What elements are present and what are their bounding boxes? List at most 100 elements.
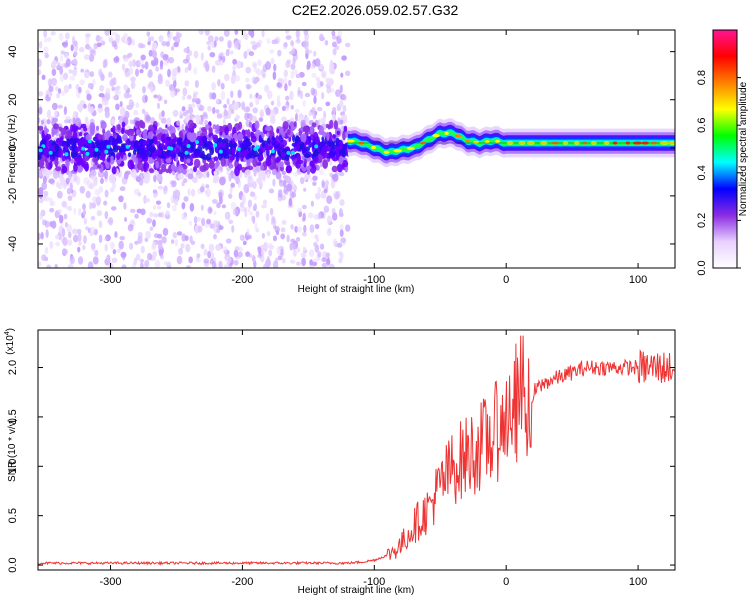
spectrogram-noise-cell [46, 264, 52, 268]
spectrogram-noise-cell [82, 160, 86, 168]
spectrogram-noise-cell [67, 195, 73, 202]
spectrogram-noise-cell [338, 251, 343, 256]
spectrogram-noise-cell [129, 144, 134, 151]
spectrogram-signal-peak [494, 139, 501, 143]
spectrogram-noise-cell [345, 224, 351, 232]
spectrogram-noise-cell [286, 234, 290, 243]
spectrogram-noise-cell [165, 79, 171, 87]
spectrogram-noise-cell [64, 52, 69, 59]
spectrogram-noise-cell [119, 235, 125, 241]
spectrogram-noise-cell [130, 208, 136, 213]
spectrogram-noise-cell [248, 121, 252, 128]
spectrogram-noise-cell [339, 99, 344, 108]
spectrogram-noise-cell [123, 202, 127, 210]
spectrogram-noise-cell [169, 31, 173, 39]
spectrogram-noise-cell [67, 263, 74, 268]
spectrogram-noise-peak [48, 150, 53, 155]
spectrogram-noise-cell [255, 210, 260, 218]
spectrogram-noise-cell [84, 163, 89, 172]
spectrogram-noise-cell [296, 261, 301, 266]
spectrogram-noise-cell [335, 145, 340, 155]
spectrogram-noise-cell [153, 174, 157, 183]
spectrogram-noise-cell [115, 103, 120, 111]
spectrogram-noise-cell [268, 188, 275, 194]
spectrogram-noise-cell [331, 30, 336, 37]
spectrogram-noise-cell [225, 256, 232, 264]
spectrogram-noise-cell [227, 109, 232, 119]
spectrogram-x-ticks: -300 -200 -100 0 100 [100, 30, 647, 286]
spectrogram-noise-cell [323, 152, 330, 159]
spectrogram-noise-cell [135, 102, 140, 108]
spectrogram-noise-peak [186, 144, 191, 148]
spectrogram-noise-cell [261, 232, 265, 239]
spectrogram-noise-cell [289, 90, 294, 101]
spectrogram-noise-cell [58, 88, 62, 94]
spectrogram-noise-cell [303, 30, 309, 36]
spectrogram-noise-cell [281, 219, 287, 225]
chart-title: C2E2.2026.059.02.57.G32 [291, 2, 459, 18]
spectrogram-noise-cell [90, 169, 97, 177]
spectrogram-noise-cell [283, 42, 288, 48]
spectrogram-noise-cell [160, 153, 166, 159]
spectrogram-noise-cell [219, 51, 225, 57]
spectrogram-noise-cell [137, 162, 144, 171]
spectrogram-signal-peak [454, 134, 462, 138]
spectrogram-noise-cell [145, 170, 151, 181]
spectrogram-noise-cell [323, 205, 330, 213]
spectrogram-noise-cell [293, 171, 299, 177]
snr-y-scale-label: (x104) [4, 328, 16, 355]
spectrogram-noise-cell [319, 81, 324, 87]
spectrogram-noise-cell [97, 134, 104, 140]
spectrogram-noise-cell [272, 71, 277, 80]
spectrogram-noise-cell [296, 154, 301, 163]
spectrogram-noise-cell [245, 77, 250, 83]
spectrogram-noise-cell [43, 30, 48, 38]
spectrogram-noise-cell [95, 125, 100, 131]
spectrogram-noise-cell [150, 85, 154, 93]
spectrogram-noise-cell [227, 136, 232, 141]
spectrogram-noise-cell [48, 93, 52, 98]
spectrogram-noise-cell [198, 104, 205, 112]
spectrogram-noise-cell [91, 202, 97, 209]
spectrogram-noise-peak [85, 151, 90, 156]
spectrogram-noise-cell [43, 37, 49, 43]
spectrogram-noise-cell [137, 42, 144, 49]
spectrogram-noise-cell [161, 41, 167, 47]
spectrogram-noise-cell [65, 58, 71, 67]
spectrogram-noise-cell [108, 37, 114, 43]
spectrogram-noise-cell [68, 170, 72, 181]
spectrogram-noise-cell [43, 190, 49, 197]
spectrogram-noise-cell [133, 109, 139, 116]
spectrogram-noise-cell [109, 241, 115, 250]
spectrogram-noise-cell [152, 241, 157, 249]
spectrogram-noise-cell [185, 243, 191, 253]
spectrogram-noise-cell [233, 259, 239, 266]
spectrogram-noise-cell [172, 170, 176, 176]
spectrogram-noise-cell [303, 153, 311, 159]
spectrogram-noise-cell [171, 152, 177, 159]
spectrogram-noise-cell [150, 147, 155, 153]
spectrogram-noise-cell [111, 86, 115, 92]
spectrogram-noise-cell [146, 139, 150, 145]
spectrogram-noise-cell [139, 69, 144, 74]
spectrogram-noise-cell [183, 47, 190, 54]
spectrogram-noise-cell [111, 31, 118, 36]
spectrogram-noise-cell [161, 110, 165, 118]
spectrogram-noise-cell [74, 137, 79, 143]
spectrogram-noise-cell [73, 173, 78, 182]
spectrogram-noise-cell [269, 207, 274, 216]
spectrogram-noise-cell [240, 154, 244, 162]
spectrogram-noise-cell [180, 243, 185, 249]
spectrogram-noise-cell [237, 89, 242, 99]
spectrogram-noise-cell [216, 98, 219, 104]
spectrogram-noise-peak [64, 152, 69, 157]
spectrogram-noise-cell [332, 48, 337, 56]
spectrogram-noise-cell [266, 144, 270, 151]
spectrogram-noise-cell [174, 239, 179, 247]
spectrogram-noise-cell [241, 30, 246, 38]
spectrogram-noise-cell [217, 79, 221, 87]
snr-y-ticks: 0.0 0.5 1.0 1.5 2.0 [7, 360, 675, 573]
spectrogram-noise-cell [256, 176, 262, 185]
spectrogram-noise-cell [280, 152, 287, 158]
spectrogram-noise-cell [225, 142, 229, 151]
